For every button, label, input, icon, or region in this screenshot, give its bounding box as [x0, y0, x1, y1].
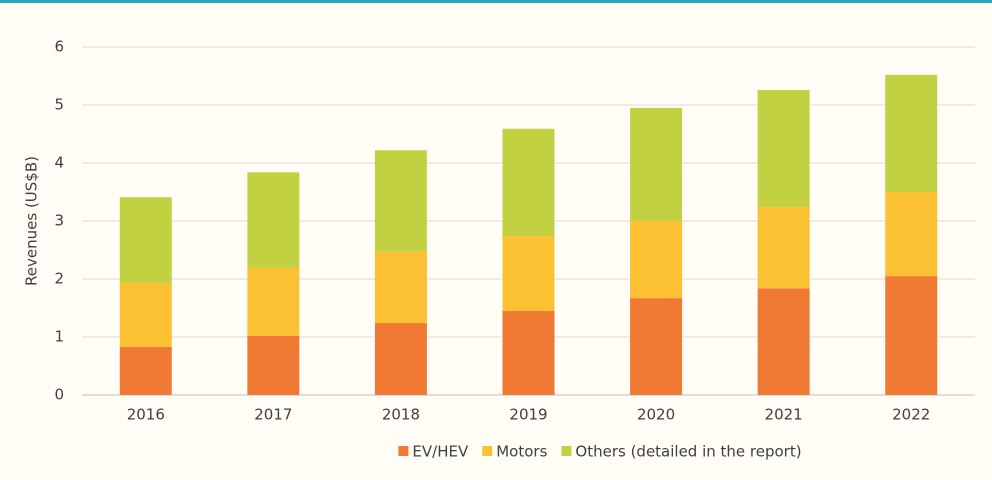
x-tick-label: 2018 — [382, 406, 420, 424]
x-tick-label: 2021 — [765, 406, 803, 424]
bar-segment — [119, 346, 172, 395]
x-tick-label: 2017 — [254, 406, 292, 424]
y-axis-label: Revenues (US$B) — [23, 156, 41, 286]
x-tick-label: 2022 — [892, 406, 930, 424]
bar-segment — [885, 276, 938, 395]
bar-segment — [502, 310, 555, 395]
bar-segment — [502, 236, 555, 311]
legend-label: EV/HEV — [412, 443, 469, 461]
bar-segment — [630, 221, 683, 299]
bar-segment — [374, 251, 427, 324]
x-tick-label: 2019 — [509, 406, 547, 424]
legend-label: Others (detailed in the report) — [575, 443, 801, 461]
bar-segment — [119, 283, 172, 347]
legend-label: Motors — [496, 443, 547, 461]
top-border — [0, 0, 992, 3]
y-tick-label: 0 — [54, 386, 64, 404]
bar-segment — [247, 267, 300, 336]
x-tick-label: 2016 — [127, 406, 165, 424]
legend-swatch — [482, 446, 493, 456]
y-tick-label: 2 — [54, 270, 64, 288]
bar-segment — [630, 107, 683, 221]
bar-segment — [374, 323, 427, 395]
bar-segment — [502, 128, 555, 237]
y-tick-label: 5 — [54, 96, 64, 114]
bar-segment — [757, 89, 810, 208]
bar-segment — [630, 298, 683, 395]
y-tick-label: 6 — [54, 38, 64, 56]
bar-segment — [247, 335, 300, 395]
bar-segment — [885, 74, 938, 192]
bar-segment — [119, 197, 172, 284]
y-tick-label: 1 — [54, 328, 64, 346]
bar-segment — [757, 288, 810, 395]
y-tick-label: 3 — [54, 212, 64, 230]
bar-segment — [247, 172, 300, 268]
legend-swatch — [561, 446, 572, 456]
x-tick-label: 2020 — [637, 406, 675, 424]
bar-segment — [374, 150, 427, 252]
y-tick-label: 4 — [54, 154, 64, 172]
legend-swatch — [398, 446, 409, 456]
bar-segment — [885, 192, 938, 277]
bar-segment — [757, 207, 810, 289]
